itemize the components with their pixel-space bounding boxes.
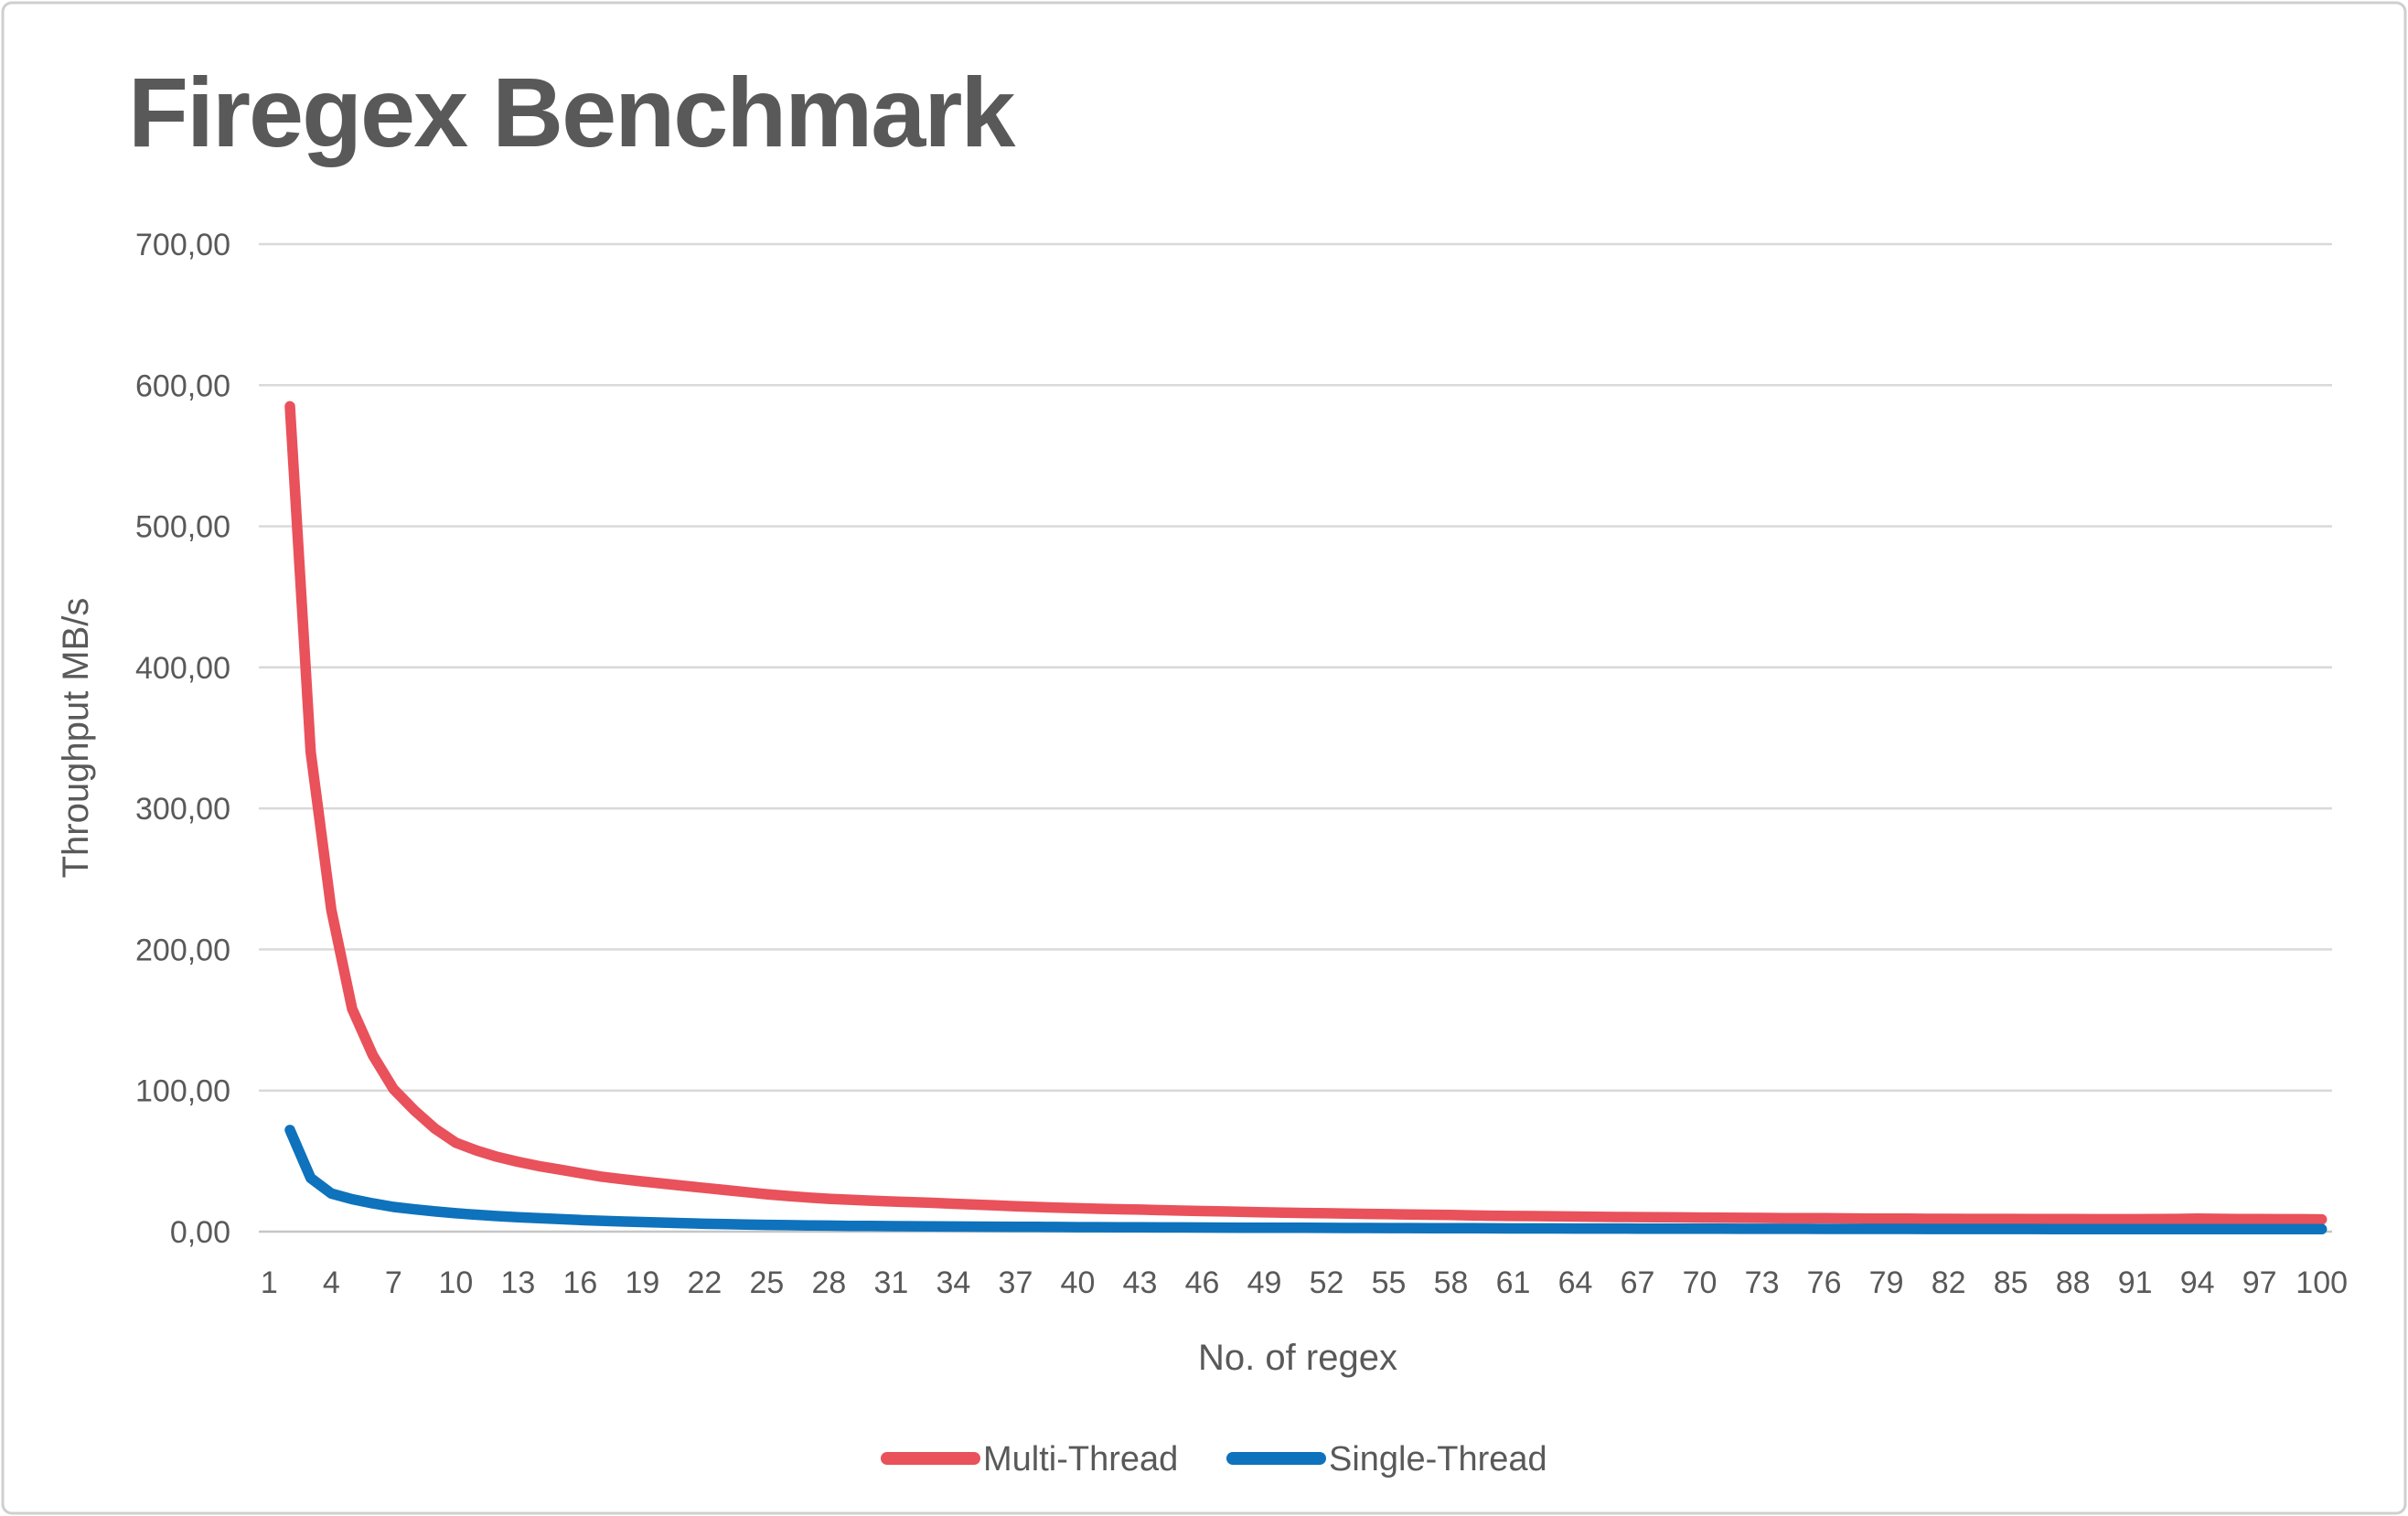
x-tick-label: 73	[1745, 1265, 1780, 1300]
legend-label-multi-thread: Multi-Thread	[983, 1440, 1178, 1479]
y-tick-label: 300,00	[135, 792, 230, 827]
x-tick-label: 85	[1994, 1265, 2028, 1300]
y-tick-label: 200,00	[135, 933, 230, 967]
y-tick-label: 600,00	[135, 368, 230, 403]
multi-thread-line	[284, 400, 2328, 1225]
x-tick-label: 97	[2242, 1265, 2277, 1300]
x-tick-label: 61	[1496, 1265, 1531, 1300]
x-tick-label: 40	[1061, 1265, 1096, 1300]
x-tick-labels-group: 1 4 7 10 13 16 19 22 25 28 31 34 37 40 43 46 49 52 55 58 61 6…	[261, 1265, 2348, 1300]
x-tick-label: 70	[1683, 1265, 1718, 1300]
legend-item-multi-thread: Multi-Thread	[881, 1440, 1178, 1479]
chart-title: Firegex Benchmark	[128, 57, 1016, 167]
x-tick-label: 76	[1807, 1265, 1842, 1300]
x-tick-label: 7	[385, 1265, 402, 1300]
x-tick-label: 100	[2296, 1265, 2348, 1300]
legend-label-single-thread: Single-Thread	[1329, 1440, 1547, 1479]
x-axis-title: No. of regex	[1198, 1338, 1397, 1378]
y-axis-title: Throughput MB/s	[56, 598, 96, 879]
x-tick-label: 64	[1558, 1265, 1593, 1300]
x-tick-label: 13	[500, 1265, 535, 1300]
x-tick-label: 79	[1869, 1265, 1904, 1300]
y-tick-label: 0,00	[170, 1215, 230, 1250]
x-tick-label: 52	[1310, 1265, 1344, 1300]
x-tick-label: 4	[323, 1265, 340, 1300]
y-tick-label: 400,00	[135, 651, 230, 686]
x-tick-label: 10	[438, 1265, 473, 1300]
x-tick-label: 67	[1621, 1265, 1655, 1300]
x-tick-label: 88	[2056, 1265, 2091, 1300]
y-tick-label: 700,00	[135, 228, 230, 262]
x-tick-label: 49	[1247, 1265, 1282, 1300]
x-tick-label: 31	[874, 1265, 909, 1300]
single-thread-line	[284, 1125, 2328, 1235]
x-tick-label: 46	[1185, 1265, 1220, 1300]
x-tick-label: 34	[936, 1265, 971, 1300]
legend: Multi-Thread Single-Thread	[881, 1440, 1547, 1479]
x-tick-label: 82	[1932, 1265, 1966, 1300]
x-tick-label: 1	[261, 1265, 278, 1300]
x-tick-label: 91	[2118, 1265, 2153, 1300]
x-tick-label: 19	[625, 1265, 659, 1300]
x-tick-label: 55	[1372, 1265, 1407, 1300]
x-tick-label: 28	[812, 1265, 847, 1300]
x-tick-label: 58	[1434, 1265, 1469, 1300]
x-tick-label: 43	[1123, 1265, 1158, 1300]
x-tick-label: 22	[687, 1265, 722, 1300]
x-tick-label: 16	[562, 1265, 597, 1300]
y-tick-labels-group: 0,00 100,00 200,00 300,00 400,00 500,00 600,00…	[135, 228, 230, 1250]
y-tick-label: 100,00	[135, 1074, 230, 1109]
legend-item-single-thread: Single-Thread	[1226, 1440, 1547, 1479]
x-tick-label: 25	[750, 1265, 785, 1300]
x-tick-label: 37	[999, 1265, 1033, 1300]
y-tick-label: 500,00	[135, 510, 230, 545]
x-tick-label: 94	[2180, 1265, 2215, 1300]
series-group	[284, 400, 2328, 1235]
